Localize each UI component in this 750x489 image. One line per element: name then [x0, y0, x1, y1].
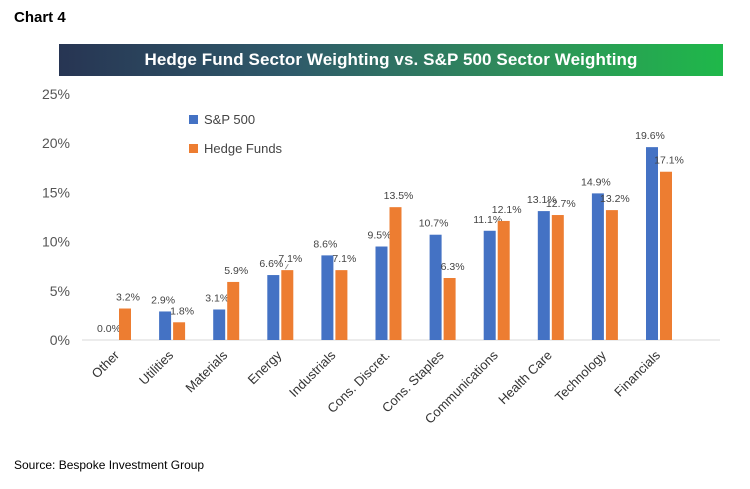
x-tick-label: Industrials — [286, 347, 339, 400]
bar-hedge-funds — [660, 171, 672, 340]
data-label: 19.6% — [635, 130, 665, 142]
y-tick-label: 15% — [42, 184, 70, 200]
x-tick-label: Financials — [611, 347, 663, 399]
bar-hedge-funds — [551, 215, 564, 340]
data-label: 5.9% — [224, 265, 248, 277]
legend-label: S&P 500 — [204, 112, 255, 127]
bar-hedge-funds — [497, 220, 510, 340]
y-tick-label: 10% — [42, 234, 70, 250]
title-banner: Hedge Fund Sector Weighting vs. S&P 500 … — [59, 44, 723, 76]
data-label: 0.0% — [97, 323, 121, 335]
chart-label: Chart 4 — [14, 9, 66, 26]
bar-hedge-funds — [281, 270, 294, 340]
bar-hedge-funds — [335, 270, 348, 340]
data-label: 12.7% — [546, 198, 576, 210]
x-tick-label: Utilities — [136, 347, 177, 388]
data-label: 3.1% — [205, 292, 229, 304]
bar-sp500 — [483, 230, 496, 340]
data-label: 17.1% — [654, 155, 684, 167]
bar-hedge-funds — [227, 281, 240, 340]
data-label: 13.2% — [600, 193, 630, 205]
bar-sp500 — [213, 309, 226, 340]
source-note: Source: Bespoke Investment Group — [14, 458, 205, 472]
data-label: 13.1% — [527, 194, 557, 206]
chart-title: Hedge Fund Sector Weighting vs. S&P 500 … — [144, 50, 638, 69]
legend-swatch-sp500 — [189, 115, 198, 124]
data-label: 2.9% — [151, 294, 175, 306]
y-tick-label: 0% — [50, 332, 70, 348]
data-label: 14.9% — [581, 176, 611, 188]
bar-hedge-funds — [173, 322, 186, 340]
data-label: 12.1% — [492, 204, 522, 216]
x-tick-label: Health Care — [495, 348, 555, 408]
data-label: 10.7% — [419, 218, 449, 230]
legend-label: Hedge Funds — [204, 141, 283, 156]
bar-sp500 — [591, 193, 604, 340]
bar-sp500 — [267, 275, 280, 340]
x-tick-label: Technology — [552, 347, 609, 404]
x-tick-label: Materials — [182, 347, 230, 395]
x-tick-label: Other — [89, 347, 123, 381]
data-label: 6.3% — [441, 261, 465, 273]
bar-sp500 — [375, 246, 388, 340]
bar-sp500 — [537, 211, 550, 340]
data-label: 1.8% — [170, 305, 194, 317]
data-label: 3.2% — [116, 292, 140, 304]
bar-sp500 — [429, 234, 442, 340]
data-label: 7.1% — [332, 253, 356, 265]
data-label: 7.1% — [278, 253, 302, 265]
bar-hedge-funds — [389, 207, 402, 340]
bar-sp500 — [159, 311, 172, 340]
bar-hedge-funds — [119, 308, 131, 340]
bar-sp500 — [646, 147, 658, 340]
bar-sp500 — [321, 255, 334, 340]
data-label: 13.5% — [384, 190, 414, 202]
label-leader-line — [284, 263, 289, 270]
data-label: 8.6% — [313, 238, 337, 250]
data-label: 6.6% — [259, 258, 283, 270]
data-label: 9.5% — [368, 230, 392, 242]
y-tick-label: 20% — [42, 135, 70, 151]
legend-swatch-hedge-funds — [189, 144, 198, 153]
bar-hedge-funds — [443, 278, 456, 340]
y-tick-label: 25% — [42, 86, 70, 102]
data-label: 11.1% — [473, 214, 502, 226]
x-tick-label: Energy — [245, 347, 285, 387]
bar-hedge-funds — [605, 210, 618, 340]
y-tick-label: 5% — [50, 283, 70, 299]
